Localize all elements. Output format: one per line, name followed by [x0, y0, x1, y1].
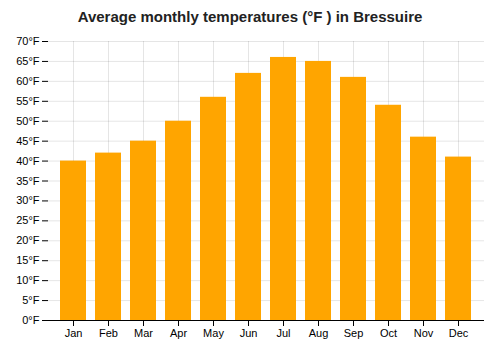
html-text:Average monthly temperatures (: Average monthly temperatures (°F ) in Br… [77, 8, 423, 25]
svg-text:Oct: Oct [380, 327, 397, 339]
svg-text:Feb: Feb [99, 327, 118, 339]
svg-text:10°F: 10°F [16, 274, 40, 286]
svg-text:30°F: 30°F [16, 194, 40, 206]
svg-text:70°F: 70°F [16, 35, 40, 47]
svg-text:25°F: 25°F [16, 214, 40, 226]
svg-text:Aug: Aug [309, 327, 329, 339]
svg-text:Dec: Dec [449, 327, 469, 339]
svg-text:50°F: 50°F [16, 115, 40, 127]
svg-text:15°F: 15°F [16, 254, 40, 266]
svg-text:May: May [203, 327, 224, 339]
svg-text:Jan: Jan [65, 327, 83, 339]
svg-text:Apr: Apr [170, 327, 187, 339]
svg-text:35°F: 35°F [16, 175, 40, 187]
svg-text:40°F: 40°F [16, 155, 40, 167]
svg-text:0°F: 0°F [22, 314, 40, 326]
svg-text:Mar: Mar [134, 327, 153, 339]
svg-text:20°F: 20°F [16, 234, 40, 246]
svg-text:Jul: Jul [276, 327, 290, 339]
svg-text:60°F: 60°F [16, 75, 40, 87]
svg-text:55°F: 55°F [16, 95, 40, 107]
svg-text:Sep: Sep [344, 327, 364, 339]
svg-text:45°F: 45°F [16, 135, 40, 147]
svg-text:5°F: 5°F [22, 294, 40, 306]
svg-text:Nov: Nov [414, 327, 434, 339]
svg-text:65°F: 65°F [16, 55, 40, 67]
svg-text:Jun: Jun [240, 327, 258, 339]
